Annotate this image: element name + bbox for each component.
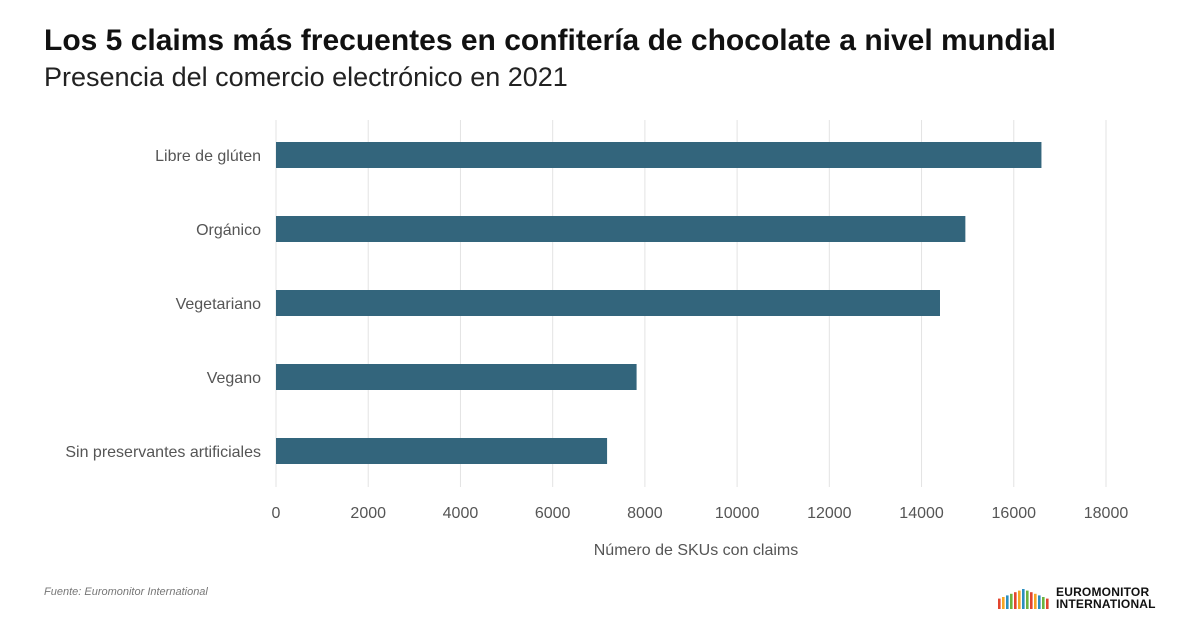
- x-tick-labels: 0 2000 4000 6000 8000 10000 12000 14000 16000 180…: [272, 505, 1129, 522]
- x-tick-label: 4000: [443, 505, 479, 522]
- bar: [276, 142, 1042, 168]
- x-tick-label: 8000: [627, 505, 663, 522]
- bar: [276, 438, 608, 464]
- logo-stripe: [1038, 595, 1041, 609]
- x-tick-label: 14000: [899, 505, 944, 522]
- euromonitor-logo-icon: [998, 589, 1049, 609]
- logo-line-2: INTERNATIONAL: [1056, 597, 1156, 611]
- logo-stripe: [1022, 589, 1025, 609]
- x-tick-label: 18000: [1084, 505, 1129, 522]
- x-tick-label: 2000: [350, 505, 386, 522]
- bar: [276, 216, 966, 242]
- bars: [276, 142, 1042, 464]
- euromonitor-logo: EUROMONITOR INTERNATIONAL: [996, 585, 1156, 611]
- bar: [276, 364, 637, 390]
- x-axis-title: Número de SKUs con claims: [594, 542, 799, 559]
- logo-stripe: [1018, 590, 1021, 609]
- logo-stripe: [1014, 592, 1017, 609]
- logo-stripe: [1042, 597, 1045, 609]
- category-labels: Libre de glúten Orgánico Vegetariano Vegano…: [65, 148, 261, 461]
- category-label: Vegano: [207, 370, 261, 387]
- logo-stripe: [1034, 593, 1037, 609]
- logo-stripe: [1002, 597, 1005, 609]
- x-tick-label: 12000: [807, 505, 852, 522]
- x-tick-label: 0: [272, 505, 281, 522]
- logo-stripe: [1046, 598, 1049, 609]
- logo-stripe: [1030, 592, 1033, 609]
- logo-stripe: [1010, 593, 1013, 609]
- category-label: Libre de glúten: [155, 148, 261, 165]
- x-tick-label: 10000: [715, 505, 760, 522]
- logo-stripe: [1006, 595, 1009, 609]
- chart-title: Los 5 claims más frecuentes en confiterí…: [44, 24, 1057, 57]
- logo-line-1: EUROMONITOR: [1056, 585, 1150, 599]
- x-tick-label: 6000: [535, 505, 571, 522]
- category-label: Orgánico: [196, 222, 261, 239]
- x-tick-label: 16000: [992, 505, 1037, 522]
- category-label: Sin preservantes artificiales: [65, 444, 261, 461]
- logo-stripe: [998, 598, 1001, 609]
- chart-subtitle: Presencia del comercio electrónico en 20…: [44, 62, 568, 92]
- bar: [276, 290, 940, 316]
- logo-stripe: [1026, 590, 1029, 609]
- category-label: Vegetariano: [176, 296, 262, 313]
- source-note: Fuente: Euromonitor International: [44, 586, 208, 598]
